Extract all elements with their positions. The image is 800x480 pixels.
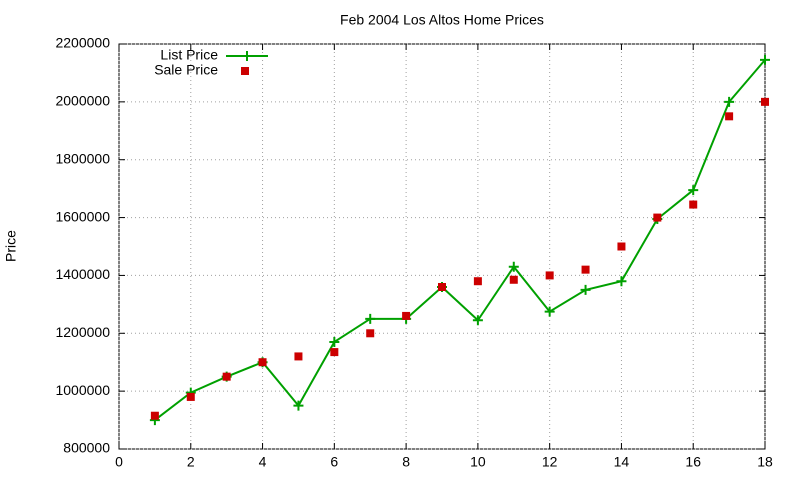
point: [760, 54, 770, 65]
y-tick-label: 1600000: [55, 208, 110, 224]
point: [438, 283, 446, 291]
point: [330, 348, 339, 357]
point: [545, 271, 554, 280]
point: [544, 306, 555, 317]
point: [365, 313, 376, 324]
point: [186, 392, 195, 401]
point: [293, 400, 304, 411]
x-tick-label: 2: [187, 454, 195, 470]
x-tick-label: 6: [330, 454, 338, 470]
point: [689, 200, 698, 209]
x-tick-label: 0: [115, 454, 123, 470]
x-tick-label: 8: [402, 454, 410, 470]
x-tick-label: 16: [685, 454, 701, 470]
point: [653, 213, 662, 222]
point: [258, 358, 267, 367]
point: [581, 265, 590, 274]
x-tick-label: 4: [259, 454, 267, 470]
point: [616, 276, 627, 287]
plot-frame: [118, 43, 766, 450]
y-tick-label: 1400000: [55, 266, 110, 282]
y-tick-label: 800000: [63, 440, 110, 456]
y-tick-label: 1200000: [55, 324, 110, 340]
x-tick-label: 12: [542, 454, 558, 470]
series-line: [154, 59, 766, 421]
point: [617, 242, 626, 251]
point: [761, 97, 769, 106]
point: [402, 311, 411, 320]
point: [294, 352, 303, 361]
y-tick-label: 2000000: [55, 93, 110, 109]
x-tick-label: 14: [614, 454, 630, 470]
point: [725, 112, 734, 121]
y-axis-label: Price: [3, 230, 19, 262]
x-tick-label: 10: [470, 454, 486, 470]
y-tick-label: 1800000: [55, 150, 110, 166]
point: [366, 329, 375, 338]
legend-marker: [241, 67, 249, 75]
legend-label: Sale Price: [154, 62, 218, 78]
point: [688, 185, 699, 196]
point: [329, 336, 340, 347]
point: [473, 277, 482, 286]
point: [509, 275, 518, 284]
x-tick-label: 18: [757, 454, 773, 470]
point: [150, 411, 159, 420]
point: [222, 372, 231, 381]
chart-title: Feb 2004 Los Altos Home Prices: [340, 12, 544, 28]
y-tick-label: 2200000: [55, 35, 110, 51]
point: [508, 261, 519, 272]
y-tick-label: 1000000: [55, 382, 110, 398]
point: [724, 96, 735, 107]
legend-label: List Price: [160, 47, 218, 63]
point: [472, 315, 483, 326]
point: [580, 284, 591, 295]
legend-marker: [242, 51, 252, 61]
